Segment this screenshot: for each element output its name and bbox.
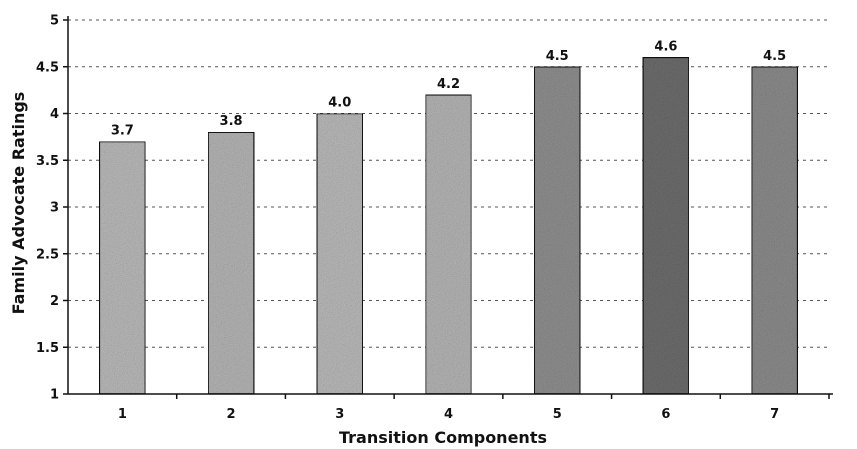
y-tick-label: 4.5	[36, 60, 59, 75]
data-label: 4.5	[546, 49, 569, 64]
x-tick-labels: 1 2 3 4 5 6 7	[118, 407, 779, 422]
y-tick-label: 3	[50, 201, 59, 216]
y-tick-label: 1.5	[36, 341, 59, 356]
bar-4	[424, 94, 473, 395]
y-tick-label: 5	[50, 14, 59, 29]
x-tick-label: 4	[444, 407, 453, 422]
bar-5	[533, 66, 581, 395]
y-tick-label: 1	[50, 388, 59, 403]
x-axis-title: Transition Components	[339, 428, 547, 447]
x-tick-label: 3	[335, 407, 344, 422]
x-tick-label: 6	[661, 407, 670, 422]
y-axis-title: Family Advocate Ratings	[9, 92, 28, 315]
bar-2	[207, 131, 255, 395]
data-label: 4.5	[763, 49, 786, 64]
x-tick-label: 7	[770, 407, 779, 422]
data-label: 4.0	[328, 96, 351, 111]
data-label: 3.8	[220, 114, 243, 129]
x-tick-label: 5	[553, 407, 562, 422]
y-tick-label: 2	[50, 294, 59, 309]
x-tick-label: 2	[227, 407, 236, 422]
axes	[63, 16, 833, 399]
y-tick-labels: 1 1.5 2 2.5 3 3.5 4 4.5 5	[36, 14, 59, 403]
y-tick-label: 4	[50, 107, 59, 122]
bar-1	[98, 140, 147, 395]
y-tick-label: 2.5	[36, 247, 59, 262]
data-label: 3.7	[111, 124, 134, 139]
bar-7	[750, 66, 799, 395]
data-labels: 3.7 3.8 4.0 4.2 4.5 4.6 4.5	[111, 39, 786, 138]
y-tick-label: 3.5	[36, 154, 59, 169]
data-label: 4.2	[437, 77, 460, 92]
bar-6	[642, 56, 690, 395]
bar-3	[316, 112, 364, 395]
x-tick-label: 1	[118, 407, 127, 422]
bars	[98, 56, 799, 395]
data-label: 4.6	[654, 39, 677, 54]
